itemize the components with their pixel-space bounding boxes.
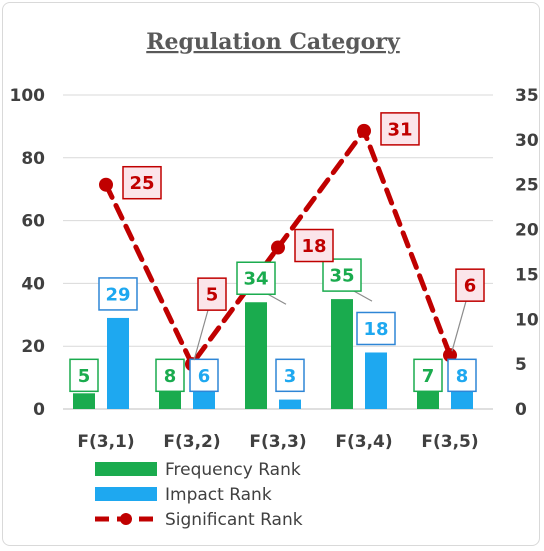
frequency-bar bbox=[245, 302, 267, 409]
right-tick-label: 5 bbox=[515, 355, 527, 375]
impact-bar bbox=[107, 317, 129, 409]
significant-label: 18 bbox=[294, 228, 334, 263]
frequency-label-box bbox=[236, 261, 276, 295]
right-tick-label: 20 bbox=[515, 221, 539, 241]
significant-label-text: 6 bbox=[464, 276, 477, 297]
impact-bar bbox=[279, 399, 301, 409]
frequency-label-box bbox=[413, 358, 443, 393]
left-tick-label: 80 bbox=[21, 149, 45, 169]
significant-line bbox=[99, 123, 457, 372]
legend-item: Frequency Rank bbox=[95, 460, 301, 480]
significant-label-box bbox=[197, 277, 227, 311]
leader-line bbox=[451, 301, 467, 352]
chart-frame: Regulation Category 5 8 34 35 7 29 6 3 18 8 25 5 18 3… bbox=[2, 2, 540, 546]
legend-marker bbox=[120, 513, 132, 525]
significant-label: 6 bbox=[455, 268, 485, 302]
frequency-label-text: 7 bbox=[422, 366, 435, 387]
right-tick-label: 15 bbox=[515, 265, 539, 285]
category-label: F(3,1) bbox=[77, 432, 134, 452]
impact-label-box bbox=[447, 358, 477, 393]
leader-line bbox=[193, 309, 209, 361]
legend-swatch bbox=[95, 487, 157, 501]
left-tick-label: 20 bbox=[21, 337, 45, 357]
chart-title: Regulation Category bbox=[146, 29, 401, 55]
impact-label-box bbox=[275, 358, 305, 393]
category-label: F(3,4) bbox=[335, 432, 392, 452]
bars bbox=[73, 299, 473, 409]
impact-label-text: 18 bbox=[363, 319, 388, 340]
right-tick-label: 35 bbox=[515, 86, 539, 106]
significant-label-text: 25 bbox=[129, 173, 154, 194]
significant-point bbox=[357, 123, 371, 138]
frequency-label-box bbox=[155, 358, 185, 393]
frequency-bar bbox=[331, 299, 353, 409]
impact-label-text: 6 bbox=[198, 366, 211, 387]
legend: Frequency Rank Impact Rank Significant Ran… bbox=[95, 460, 303, 530]
frequency-bar bbox=[417, 387, 439, 409]
frequency-label-text: 8 bbox=[164, 366, 177, 387]
data-labels: 5 8 34 35 7 29 6 3 18 8 25 5 18 31 6 bbox=[69, 112, 485, 393]
impact-label-box bbox=[189, 358, 219, 393]
significant-label-text: 5 bbox=[206, 285, 219, 306]
frequency-label-text: 35 bbox=[329, 266, 354, 287]
leader-line bbox=[267, 293, 287, 305]
impact-label-text: 29 bbox=[105, 284, 130, 305]
significant-label-text: 18 bbox=[301, 236, 326, 257]
frequency-label: 7 bbox=[413, 358, 443, 393]
legend-label: Significant Rank bbox=[165, 510, 303, 530]
impact-label: 29 bbox=[98, 277, 138, 311]
frequency-label-text: 5 bbox=[78, 366, 91, 387]
right-tick-label: 0 bbox=[515, 400, 527, 420]
legend-swatch bbox=[95, 462, 157, 476]
impact-label-box bbox=[98, 277, 138, 311]
impact-label-text: 3 bbox=[284, 366, 297, 387]
impact-label: 18 bbox=[356, 311, 396, 346]
leader-line bbox=[353, 290, 373, 302]
impact-label: 8 bbox=[447, 358, 477, 393]
significant-label-box bbox=[122, 165, 162, 200]
significant-label-text: 31 bbox=[387, 119, 412, 140]
frequency-label: 8 bbox=[155, 358, 185, 393]
frequency-label: 5 bbox=[69, 358, 99, 393]
category-label: F(3,5) bbox=[421, 432, 478, 452]
right-tick-label: 25 bbox=[515, 176, 539, 196]
impact-label-box bbox=[356, 311, 396, 346]
legend-label: Frequency Rank bbox=[165, 460, 301, 480]
impact-bar bbox=[193, 390, 215, 409]
right-tick-label: 30 bbox=[515, 131, 539, 151]
frequency-label-text: 34 bbox=[243, 269, 268, 290]
category-label: F(3,3) bbox=[249, 432, 306, 452]
impact-bar bbox=[365, 352, 387, 409]
impact-label: 6 bbox=[189, 358, 219, 393]
significant-label: 25 bbox=[122, 165, 162, 200]
left-tick-label: 100 bbox=[10, 86, 46, 106]
legend-label: Impact Rank bbox=[165, 485, 272, 505]
right-tick-label: 10 bbox=[515, 310, 539, 330]
significant-label: 31 bbox=[380, 112, 420, 146]
legend-item: Impact Rank bbox=[95, 485, 272, 505]
significant-label-box bbox=[294, 228, 334, 263]
left-tick-label: 0 bbox=[33, 400, 45, 420]
significant-label: 5 bbox=[197, 277, 227, 311]
significant-point bbox=[99, 177, 113, 192]
frequency-label: 34 bbox=[236, 261, 276, 295]
frequency-bar bbox=[73, 393, 95, 409]
impact-label-text: 8 bbox=[456, 366, 469, 387]
legend-item: Significant Rank bbox=[95, 510, 303, 530]
frequency-label: 35 bbox=[322, 258, 362, 292]
significant-label-box bbox=[380, 112, 420, 146]
left-tick-label: 40 bbox=[21, 274, 45, 294]
frequency-label-box bbox=[69, 358, 99, 393]
significant-label-box bbox=[455, 268, 485, 302]
frequency-label-box bbox=[322, 258, 362, 292]
category-label: F(3,2) bbox=[163, 432, 220, 452]
left-tick-label: 60 bbox=[21, 212, 45, 232]
significant-point bbox=[271, 240, 285, 255]
impact-label: 3 bbox=[275, 358, 305, 393]
